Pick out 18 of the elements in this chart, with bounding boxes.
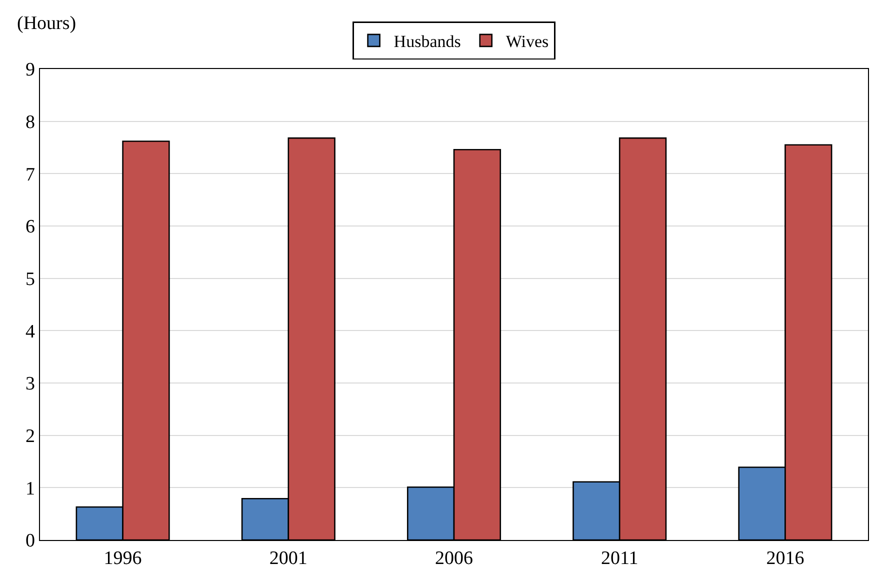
y-axis-title: (Hours) [17,13,76,34]
y-tick-label: 1 [26,478,36,500]
legend-label: Husbands [394,32,461,52]
x-tick-label: 2001 [269,548,308,569]
x-tick-label: 1996 [104,548,142,569]
y-tick-label: 6 [26,216,36,238]
x-tick-label: 2011 [600,548,638,569]
x-tick-label: 2006 [435,548,473,569]
y-tick-label: 7 [26,164,36,186]
y-tick-label: 5 [26,268,36,290]
y-tick-label: 8 [26,112,36,133]
legend-label: Wives [506,32,549,52]
y-tick-label: 4 [26,321,36,342]
y-tick-label: 2 [26,426,36,447]
x-tick-label: 2016 [766,548,804,569]
y-tick-label: 3 [26,374,36,395]
y-tick-label: 0 [26,530,36,552]
y-tick-label: 9 [26,60,36,81]
